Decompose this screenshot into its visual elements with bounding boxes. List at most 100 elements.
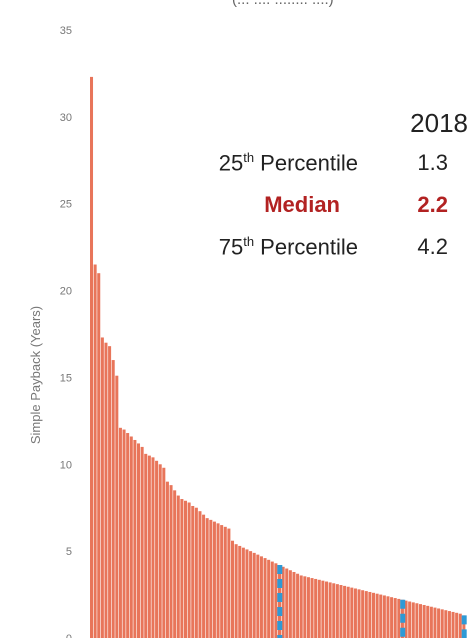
bar [198,511,202,638]
highlight-markers [277,565,467,638]
bar [173,490,177,638]
bar [176,495,180,638]
bar [415,603,419,638]
stats-row-median: Median 2.2 [130,192,469,234]
bar [162,467,166,638]
bar [147,455,151,638]
stats-value-75th: 4.2 [417,234,448,259]
bar [118,427,122,638]
chart-title-fragment: (... .... ........ ....) [232,0,334,8]
bar [462,615,466,638]
bar [364,591,368,638]
bar [361,590,365,638]
bar [419,604,423,638]
bar [212,521,216,638]
bar [422,604,426,638]
bar [234,544,238,638]
bar [209,519,213,638]
bar [223,526,227,638]
bar [379,594,383,638]
bar [303,576,307,638]
bar [310,578,314,638]
y-tick-label: 25 [60,199,72,211]
bar [194,507,198,638]
y-tick-label: 5 [66,546,72,558]
bar [444,610,448,638]
bar [126,433,130,638]
stats-row-75th: 75th Percentile 4.2 [130,234,469,276]
bar [220,525,224,638]
stats-year: 2018 [410,108,468,138]
bar [288,570,292,638]
bar [111,360,115,638]
bar [281,566,285,638]
stats-label-75th: 75th Percentile [218,234,358,260]
bar [408,601,412,638]
bar [317,579,321,638]
bar [140,446,144,638]
bar [93,264,97,638]
y-axis-label: Simple Payback (Years) [28,306,43,444]
bar [451,611,455,638]
bar [249,551,253,638]
bar [238,545,242,638]
bar [455,612,459,638]
bar [346,586,350,638]
bar [202,514,206,638]
bar [299,575,303,638]
bar [343,585,347,638]
bar [100,337,104,638]
bar [151,457,155,638]
bar [390,597,394,638]
bar [90,76,94,638]
bar [353,588,357,638]
bar [458,613,462,638]
bar [437,608,441,638]
bar [321,580,325,638]
bar [429,606,433,638]
bar [404,600,408,638]
bar [108,346,112,638]
y-axis-ticks: 0 5 10 15 20 25 30 35 [60,25,72,638]
bar [306,577,310,638]
bar [328,582,332,638]
bar [227,528,231,638]
bar [285,568,289,638]
bar [191,505,195,638]
bar [216,523,220,638]
bar [368,591,372,638]
bar [205,518,209,638]
bar [375,593,379,638]
bar [270,561,274,638]
y-tick-label: 20 [60,286,72,298]
bar [397,598,401,638]
bar [259,556,263,638]
bar [292,571,296,638]
y-tick-label: 15 [60,372,72,384]
bar [350,587,354,638]
bar [314,578,318,638]
bar [155,460,159,638]
stats-label-median: Median [264,192,340,217]
bar [245,549,249,638]
bar [97,273,101,638]
stats-row-25th: 25th Percentile 1.3 [130,150,469,192]
bar [339,585,343,638]
bar [231,540,235,638]
bar [372,592,376,638]
y-tick-label: 0 [66,633,72,638]
bar [426,605,430,638]
bar [411,602,415,638]
bar [393,598,397,638]
y-tick-label: 30 [60,112,72,124]
bar [335,584,339,638]
bar [332,583,336,638]
bar [382,595,386,638]
bar [144,453,148,638]
bar [169,485,173,638]
bar [165,481,169,638]
stats-year-row: 2018 [130,108,469,150]
bar [184,500,188,638]
percentile-stats-panel: 2018 25th Percentile 1.3 Median 2.2 75th… [130,108,469,276]
